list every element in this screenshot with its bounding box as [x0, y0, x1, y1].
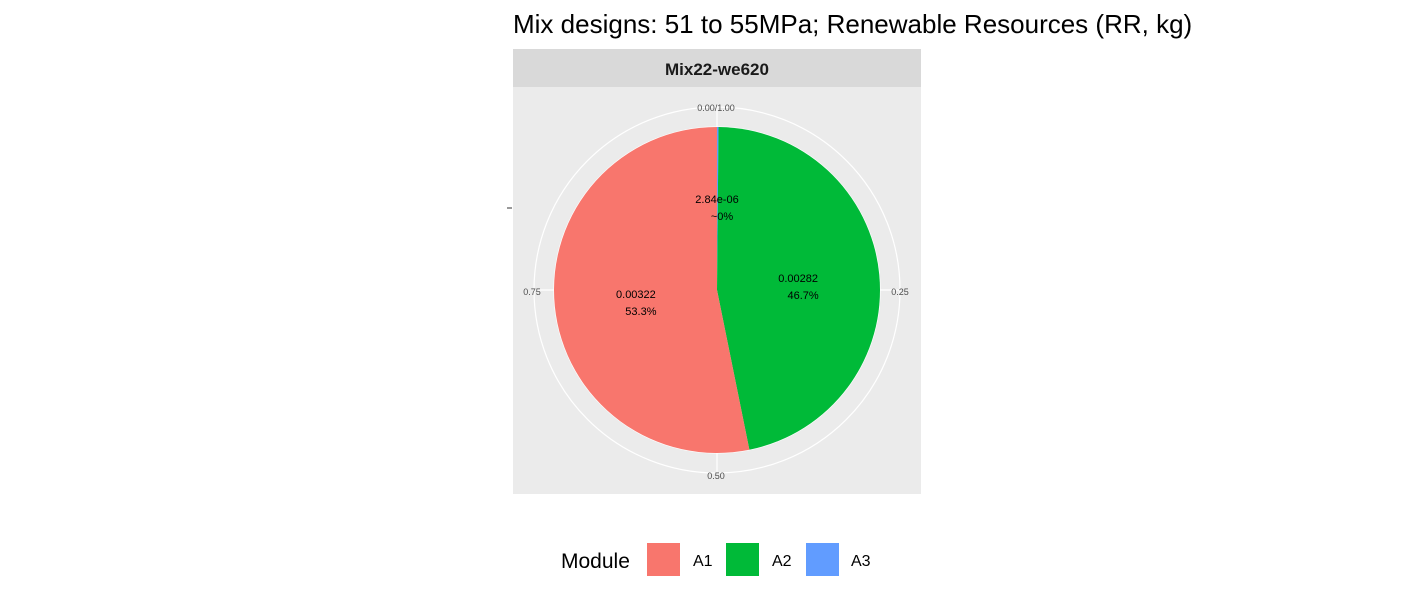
theta-tick-top: 0.00/1.00: [697, 103, 735, 113]
pie-slice-a2: [717, 127, 880, 450]
facet-strip: [513, 49, 921, 87]
slice-percent-label-a1: 53.3%: [625, 306, 656, 318]
theta-tick-right: 0.25: [891, 287, 909, 297]
facet-strip-label: Mix22-we620: [665, 60, 769, 79]
legend: Module A1 A2 A3: [561, 543, 871, 576]
pie-slice-a1: [553, 126, 750, 453]
facet-panel: Mix22-we620 0.00322 53.3% 0.00282 46.7% 2.84…: [513, 49, 921, 494]
slice-value-label-a3: 2.84e-06: [695, 194, 738, 206]
chart-title: Mix designs: 51 to 55MPa; Renewable Reso…: [513, 9, 1192, 39]
legend-label-a2: A2: [772, 553, 792, 570]
legend-label-a3: A3: [851, 553, 871, 570]
legend-item-a2: A2: [726, 543, 792, 576]
slice-labels: 0.00322 53.3% 0.00282 46.7% 2.84e-06 ~0%: [616, 194, 819, 318]
slice-value-label-a2: 0.00282: [778, 273, 818, 285]
legend-title: Module: [561, 550, 630, 573]
legend-key-a3: [806, 543, 839, 576]
legend-label-a1: A1: [693, 553, 713, 570]
legend-key-a2: [726, 543, 759, 576]
legend-item-a3: A3: [806, 543, 871, 576]
slice-value-label-a1: 0.00322: [616, 289, 656, 301]
theta-tick-bottom: 0.50: [707, 471, 725, 481]
pie-slices: [553, 126, 880, 453]
slice-percent-label-a2: 46.7%: [788, 290, 819, 302]
slice-percent-label-a3: ~0%: [711, 211, 734, 223]
pie-slice-a3: [717, 127, 719, 290]
legend-key-a1: [647, 543, 680, 576]
theta-tick-left: 0.75: [523, 287, 541, 297]
legend-item-a1: A1: [647, 543, 713, 576]
